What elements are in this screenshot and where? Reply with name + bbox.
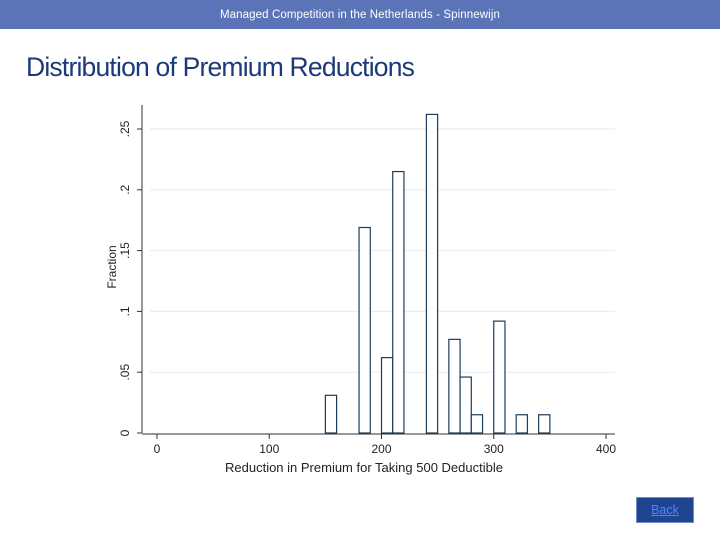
slide-title: Distribution of Premium Reductions: [26, 52, 415, 82]
y-tick-label: .25: [118, 120, 132, 137]
histogram-bar: [324, 394, 338, 434]
histogram-bar: [493, 320, 506, 434]
header-text: Managed Competition in the Netherlands -…: [220, 8, 500, 21]
y-tick-label: .15: [118, 242, 132, 259]
x-axis-label: Reduction in Premium for Taking 500 Dedu…: [225, 460, 503, 475]
histogram-bar: [380, 357, 394, 434]
y-tick-label: .1: [118, 306, 132, 316]
histogram-bar: [515, 414, 529, 434]
histogram-bar: [448, 338, 461, 434]
histogram-bar: [358, 226, 371, 434]
y-tick-label: 0: [118, 429, 132, 436]
x-tick-label: 400: [596, 442, 616, 456]
histogram-bar: [470, 414, 484, 434]
y-tick-label: .2: [118, 184, 132, 194]
histogram-bar: [392, 170, 405, 434]
back-button-label[interactable]: Back: [651, 503, 679, 517]
back-button[interactable]: Back: [636, 497, 694, 523]
x-tick-label: 0: [154, 442, 161, 456]
y-axis-label: Fraction: [105, 245, 119, 288]
histogram-bar: [459, 376, 472, 434]
x-tick-label: 300: [484, 442, 504, 456]
histogram-chart: 0 .05 .1 .15 .2 .25 Fraction 0 100 200 300 400: [105, 105, 616, 456]
y-tick-label: .05: [118, 364, 132, 381]
histogram-bar: [425, 113, 439, 434]
x-tick-label: 200: [371, 442, 391, 456]
x-tick-label: 100: [259, 442, 279, 456]
histogram-bar: [538, 414, 551, 434]
header-bar: Managed Competition in the Netherlands -…: [0, 0, 720, 29]
